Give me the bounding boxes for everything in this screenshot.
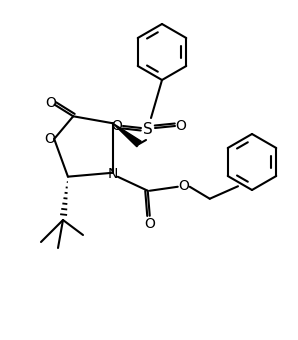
Text: O: O (176, 119, 187, 133)
Text: N: N (108, 167, 118, 181)
Text: O: O (178, 179, 189, 193)
Text: O: O (44, 132, 55, 146)
Text: O: O (111, 119, 122, 133)
Text: O: O (45, 96, 56, 109)
Polygon shape (113, 123, 141, 147)
Text: O: O (144, 217, 155, 231)
Text: S: S (143, 122, 153, 137)
